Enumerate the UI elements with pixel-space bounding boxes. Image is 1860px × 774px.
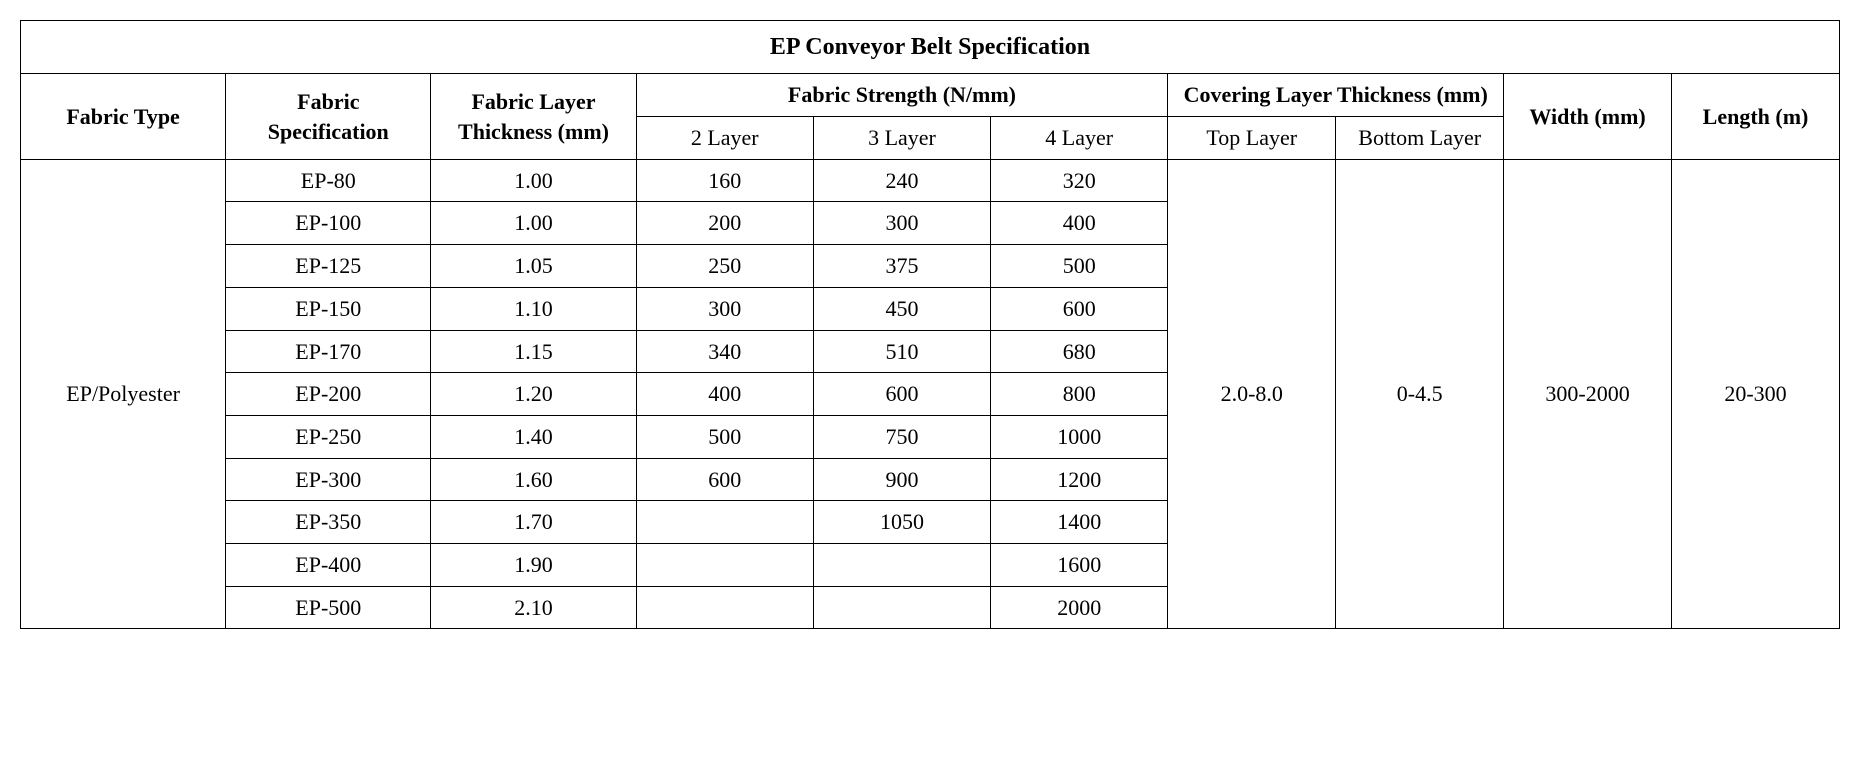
cell-l4: 1000 — [991, 415, 1168, 458]
cell-thickness: 1.60 — [431, 458, 636, 501]
cell-l4: 2000 — [991, 586, 1168, 629]
cell-thickness: 1.10 — [431, 287, 636, 330]
cell-l2: 400 — [636, 373, 813, 416]
cell-spec: EP-300 — [226, 458, 431, 501]
cell-l4: 320 — [991, 159, 1168, 202]
cell-thickness: 1.15 — [431, 330, 636, 373]
cell-spec: EP-500 — [226, 586, 431, 629]
header-fabric-strength: Fabric Strength (N/mm) — [636, 74, 1168, 117]
cell-top-layer: 2.0-8.0 — [1168, 159, 1336, 629]
table-row: EP/Polyester EP-80 1.00 160 240 320 2.0-… — [21, 159, 1840, 202]
cell-spec: EP-200 — [226, 373, 431, 416]
cell-width: 300-2000 — [1504, 159, 1672, 629]
cell-l2 — [636, 586, 813, 629]
cell-bottom-layer: 0-4.5 — [1336, 159, 1504, 629]
cell-l2: 300 — [636, 287, 813, 330]
header-bottom-layer: Bottom Layer — [1336, 117, 1504, 160]
cell-l3: 510 — [813, 330, 990, 373]
cell-l3: 375 — [813, 245, 990, 288]
cell-thickness: 1.70 — [431, 501, 636, 544]
cell-l2: 250 — [636, 245, 813, 288]
cell-thickness: 1.90 — [431, 543, 636, 586]
cell-l4: 1400 — [991, 501, 1168, 544]
cell-fabric-type: EP/Polyester — [21, 159, 226, 629]
cell-spec: EP-400 — [226, 543, 431, 586]
cell-thickness: 1.40 — [431, 415, 636, 458]
header-3-layer: 3 Layer — [813, 117, 990, 160]
cell-l3: 900 — [813, 458, 990, 501]
cell-l4: 600 — [991, 287, 1168, 330]
header-covering-thickness: Covering Layer Thickness (mm) — [1168, 74, 1504, 117]
cell-l3: 750 — [813, 415, 990, 458]
table-title: EP Conveyor Belt Specification — [21, 21, 1840, 74]
cell-l4: 800 — [991, 373, 1168, 416]
cell-spec: EP-125 — [226, 245, 431, 288]
cell-l4: 1200 — [991, 458, 1168, 501]
cell-l3: 450 — [813, 287, 990, 330]
header-fabric-spec: Fabric Specification — [226, 74, 431, 159]
header-top-layer: Top Layer — [1168, 117, 1336, 160]
cell-spec: EP-170 — [226, 330, 431, 373]
cell-thickness: 1.05 — [431, 245, 636, 288]
cell-l3 — [813, 586, 990, 629]
cell-thickness: 1.20 — [431, 373, 636, 416]
cell-l4: 1600 — [991, 543, 1168, 586]
cell-l3: 240 — [813, 159, 990, 202]
spec-table: EP Conveyor Belt Specification Fabric Ty… — [20, 20, 1840, 629]
cell-thickness: 1.00 — [431, 202, 636, 245]
cell-spec: EP-150 — [226, 287, 431, 330]
cell-l2: 500 — [636, 415, 813, 458]
cell-thickness: 1.00 — [431, 159, 636, 202]
cell-l2: 600 — [636, 458, 813, 501]
cell-length: 20-300 — [1672, 159, 1840, 629]
header-row-1: Fabric Type Fabric Specification Fabric … — [21, 74, 1840, 117]
cell-spec: EP-250 — [226, 415, 431, 458]
cell-l2: 160 — [636, 159, 813, 202]
cell-l4: 400 — [991, 202, 1168, 245]
cell-thickness: 2.10 — [431, 586, 636, 629]
header-width: Width (mm) — [1504, 74, 1672, 159]
cell-spec: EP-350 — [226, 501, 431, 544]
cell-spec: EP-80 — [226, 159, 431, 202]
cell-l3 — [813, 543, 990, 586]
cell-l3: 1050 — [813, 501, 990, 544]
cell-l2 — [636, 501, 813, 544]
header-length: Length (m) — [1672, 74, 1840, 159]
header-fabric-type: Fabric Type — [21, 74, 226, 159]
title-row: EP Conveyor Belt Specification — [21, 21, 1840, 74]
cell-l2 — [636, 543, 813, 586]
cell-l4: 680 — [991, 330, 1168, 373]
cell-l2: 340 — [636, 330, 813, 373]
cell-l3: 600 — [813, 373, 990, 416]
cell-l4: 500 — [991, 245, 1168, 288]
header-4-layer: 4 Layer — [991, 117, 1168, 160]
table-head: EP Conveyor Belt Specification Fabric Ty… — [21, 21, 1840, 160]
cell-spec: EP-100 — [226, 202, 431, 245]
table-body: EP/Polyester EP-80 1.00 160 240 320 2.0-… — [21, 159, 1840, 629]
header-2-layer: 2 Layer — [636, 117, 813, 160]
header-fabric-layer-thickness: Fabric Layer Thickness (mm) — [431, 74, 636, 159]
cell-l3: 300 — [813, 202, 990, 245]
cell-l2: 200 — [636, 202, 813, 245]
